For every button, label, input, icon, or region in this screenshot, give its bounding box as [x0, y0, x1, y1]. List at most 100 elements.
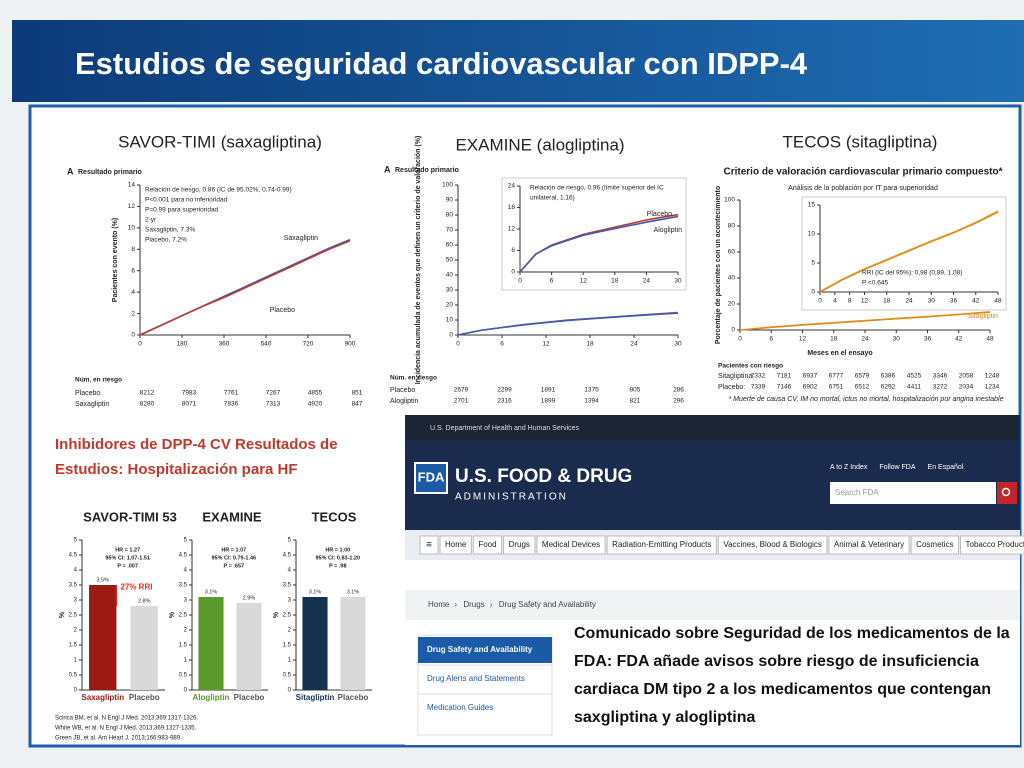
fda-link[interactable]: En Español — [928, 464, 964, 471]
risk-cell: 1394 — [584, 398, 599, 405]
risk-cell: 805 — [630, 387, 641, 394]
risk-cell: 4855 — [308, 390, 323, 397]
x-tick-label: 24 — [905, 298, 913, 305]
x-tick-label: 42 — [972, 298, 980, 305]
reference: White WB, et al. N Engl J Med. 2013;369:… — [55, 726, 196, 732]
x-tick-label: 42 — [955, 336, 963, 343]
nav-item[interactable]: Vaccines, Blood & Biologics — [723, 540, 822, 549]
breadcrumb[interactable]: Home — [428, 600, 450, 609]
y-axis-label: % — [169, 611, 176, 618]
value-label: 3.1% — [205, 589, 218, 595]
tecos-footnote: * Muerte de causa CV, IM no mortal, ictu… — [729, 396, 1004, 403]
x-tick-label: 540 — [261, 341, 272, 348]
nav-item[interactable]: Drugs — [509, 540, 530, 549]
y-tick-label: 0 — [449, 332, 453, 339]
nav-item[interactable]: Medical Devices — [542, 540, 600, 549]
risk-cell: 2679 — [454, 387, 469, 394]
breadcrumb[interactable]: Drug Safety and Availability — [499, 600, 596, 609]
y-tick-label: 4.5 — [179, 553, 188, 559]
series-line — [519, 215, 679, 273]
annotation: Saxagliptin, 7.3% — [145, 227, 195, 234]
panel-subtitle: Resultado primario — [78, 169, 142, 176]
y-tick-label: 1 — [184, 658, 188, 664]
chart-subtitle: Criterio de valoración cardiovascular pr… — [724, 167, 1003, 178]
reference: Scirica BM, et al. N Engl J Med. 2013;36… — [55, 716, 198, 722]
y-tick-label: 0 — [184, 688, 188, 694]
risk-cell: 7146 — [777, 384, 792, 391]
y-tick-label: 6 — [511, 247, 515, 254]
x-tick-label: 900 — [345, 341, 356, 348]
risk-cell: 3272 — [933, 384, 948, 391]
annotation: 95% CI: 0.83-1.20 — [315, 555, 360, 561]
annotation: P = .98 — [329, 563, 346, 569]
risk-cell: 6292 — [881, 384, 896, 391]
panel-letter: A — [67, 166, 74, 176]
annotation: P <0,645 — [862, 280, 888, 287]
risk-cell: 7983 — [182, 390, 197, 397]
annotation: unilateral, 1.16) — [530, 195, 575, 202]
menu-icon: ≡ — [426, 540, 432, 551]
breadcrumb[interactable]: Drugs — [463, 600, 484, 609]
y-tick-label: 3.5 — [179, 583, 188, 589]
value-label: 3.1% — [309, 589, 322, 595]
risk-cell: 6386 — [881, 373, 896, 380]
risk-cell: 847 — [352, 401, 363, 408]
y-tick-label: 0 — [731, 327, 735, 334]
y-tick-label: 8 — [131, 246, 135, 253]
y-tick-label: 4.5 — [69, 553, 78, 559]
y-tick-label: 0 — [511, 269, 515, 276]
y-tick-label: 1 — [288, 658, 292, 664]
x-tick-label: 0 — [738, 336, 742, 343]
sidebar-item[interactable]: Medication Guides — [427, 703, 493, 712]
annotation: 2-yr — [145, 217, 157, 224]
risk-cell: 8280 — [140, 401, 155, 408]
nav-item[interactable]: Radiation-Emitting Products — [612, 540, 711, 549]
risk-cell: 8212 — [140, 390, 155, 397]
x-tick-label: 24 — [630, 341, 638, 348]
x-tick-label: 18 — [883, 298, 891, 305]
nav-item[interactable]: Food — [478, 540, 496, 549]
nav-item[interactable]: Tobacco Products — [966, 540, 1024, 549]
value-label: 2.9% — [243, 595, 256, 601]
nav-box — [503, 535, 536, 555]
y-tick-label: 50 — [446, 257, 454, 264]
sidebar-item[interactable]: Drug Alerts and Statements — [427, 674, 525, 683]
x-tick-label: 6 — [769, 336, 773, 343]
risk-row-name: Placebo — [390, 387, 415, 394]
fda-search-button[interactable] — [997, 482, 1017, 504]
value-label: 2.8% — [138, 598, 151, 604]
fda-link[interactable]: A to Z Index — [830, 464, 868, 471]
risk-cell: 1375 — [584, 387, 599, 394]
chart-title: EXAMINE — [202, 509, 262, 524]
bar — [198, 597, 224, 690]
series-label: Placebo — [270, 307, 295, 314]
y-tick-label: 1.5 — [283, 643, 292, 649]
y-tick-label: 2.5 — [179, 613, 188, 619]
y-tick-label: 4 — [131, 289, 135, 296]
nav-item[interactable]: Animal & Veterinary — [834, 540, 904, 549]
fda-link[interactable]: Follow FDA — [879, 464, 916, 471]
y-tick-label: 0 — [288, 688, 292, 694]
annotation: P=0.99 para superioridad — [145, 207, 219, 214]
fda-name2: ADMINISTRATION — [455, 492, 568, 503]
x-tick-label: 180 — [177, 341, 188, 348]
nav-item[interactable]: Home — [445, 540, 467, 549]
risk-cell: 7339 — [751, 384, 766, 391]
y-tick-label: 40 — [728, 275, 736, 282]
y-tick-label: 0 — [131, 332, 135, 339]
slide-title: Estudios de seguridad cardiovascular con… — [75, 46, 808, 81]
y-axis-label: Pacientes con evento (%) — [112, 218, 119, 302]
menu-button[interactable] — [419, 535, 439, 555]
nav-item[interactable]: Cosmetics — [916, 540, 953, 549]
x-axis-label: Meses en el ensayo — [807, 350, 872, 357]
panel-letter: A — [384, 164, 391, 174]
y-tick-label: 2.5 — [283, 613, 292, 619]
sidebar-item[interactable]: Drug Safety and Availability — [427, 645, 533, 654]
annotation: RRI (IC del 95%): 0,98 (0,89, 1,08) — [862, 270, 962, 277]
risk-row-name: Alogliptin — [390, 398, 419, 405]
fda-search[interactable] — [830, 482, 996, 504]
x-tick-label: 48 — [994, 298, 1002, 305]
y-axis-label: % — [273, 611, 280, 618]
category-label: Placebo — [338, 693, 369, 702]
y-tick-label: 20 — [728, 301, 736, 308]
